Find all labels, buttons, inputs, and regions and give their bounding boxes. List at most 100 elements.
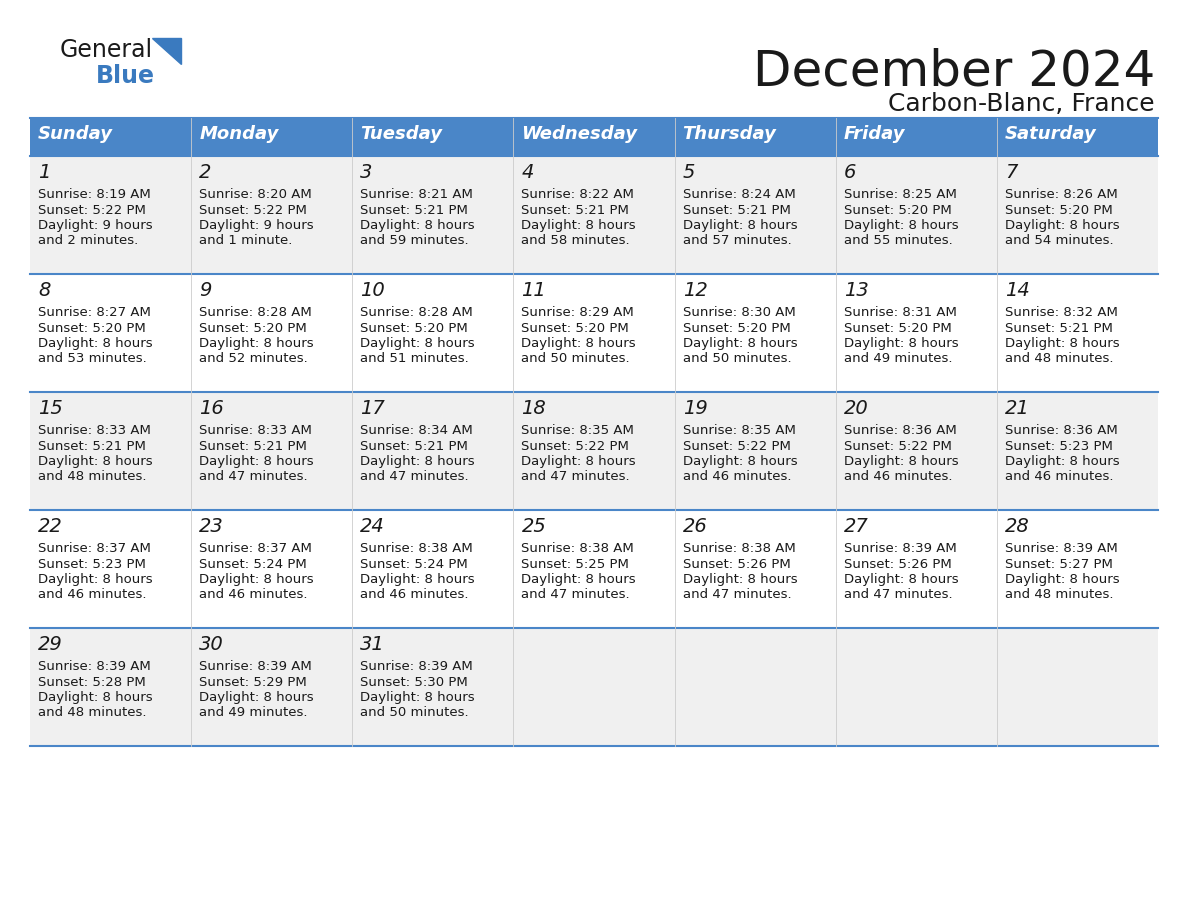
Bar bbox=[30, 392, 1158, 510]
Text: Sunset: 5:20 PM: Sunset: 5:20 PM bbox=[683, 321, 790, 334]
Text: 20: 20 bbox=[843, 399, 868, 418]
Text: and 49 minutes.: and 49 minutes. bbox=[843, 353, 953, 365]
Text: Sunrise: 8:36 AM: Sunrise: 8:36 AM bbox=[843, 424, 956, 437]
Text: Sunrise: 8:22 AM: Sunrise: 8:22 AM bbox=[522, 188, 634, 201]
Text: Sunset: 5:22 PM: Sunset: 5:22 PM bbox=[683, 440, 790, 453]
Text: and 46 minutes.: and 46 minutes. bbox=[360, 588, 469, 601]
Text: 26: 26 bbox=[683, 517, 707, 536]
Text: 27: 27 bbox=[843, 517, 868, 536]
Text: Sunrise: 8:38 AM: Sunrise: 8:38 AM bbox=[522, 542, 634, 555]
Text: Sunrise: 8:33 AM: Sunrise: 8:33 AM bbox=[38, 424, 151, 437]
Text: 1: 1 bbox=[38, 163, 50, 182]
Text: 12: 12 bbox=[683, 281, 707, 300]
Text: Blue: Blue bbox=[96, 64, 154, 88]
Text: 31: 31 bbox=[360, 635, 385, 654]
Text: Monday: Monday bbox=[200, 125, 278, 143]
Text: Daylight: 8 hours: Daylight: 8 hours bbox=[1005, 337, 1119, 350]
Text: and 48 minutes.: and 48 minutes. bbox=[1005, 588, 1113, 601]
Text: Sunrise: 8:26 AM: Sunrise: 8:26 AM bbox=[1005, 188, 1118, 201]
Text: Daylight: 8 hours: Daylight: 8 hours bbox=[38, 573, 152, 586]
Text: Sunset: 5:20 PM: Sunset: 5:20 PM bbox=[360, 321, 468, 334]
Text: Daylight: 8 hours: Daylight: 8 hours bbox=[1005, 219, 1119, 232]
Text: and 47 minutes.: and 47 minutes. bbox=[522, 588, 630, 601]
Text: Sunrise: 8:21 AM: Sunrise: 8:21 AM bbox=[360, 188, 473, 201]
Text: Sunrise: 8:35 AM: Sunrise: 8:35 AM bbox=[683, 424, 796, 437]
Text: Sunset: 5:30 PM: Sunset: 5:30 PM bbox=[360, 676, 468, 688]
Text: Sunset: 5:20 PM: Sunset: 5:20 PM bbox=[1005, 204, 1113, 217]
Text: Daylight: 8 hours: Daylight: 8 hours bbox=[683, 455, 797, 468]
Text: and 47 minutes.: and 47 minutes. bbox=[360, 471, 469, 484]
Text: 11: 11 bbox=[522, 281, 546, 300]
Text: Sunrise: 8:38 AM: Sunrise: 8:38 AM bbox=[683, 542, 795, 555]
Text: and 50 minutes.: and 50 minutes. bbox=[683, 353, 791, 365]
Text: Sunrise: 8:28 AM: Sunrise: 8:28 AM bbox=[200, 306, 312, 319]
Text: 5: 5 bbox=[683, 163, 695, 182]
Bar bbox=[30, 274, 1158, 392]
Text: and 51 minutes.: and 51 minutes. bbox=[360, 353, 469, 365]
Text: Daylight: 8 hours: Daylight: 8 hours bbox=[843, 219, 959, 232]
Text: Sunrise: 8:38 AM: Sunrise: 8:38 AM bbox=[360, 542, 473, 555]
Text: Sunset: 5:20 PM: Sunset: 5:20 PM bbox=[200, 321, 307, 334]
Text: Sunset: 5:23 PM: Sunset: 5:23 PM bbox=[1005, 440, 1113, 453]
Text: 2: 2 bbox=[200, 163, 211, 182]
Text: Daylight: 8 hours: Daylight: 8 hours bbox=[522, 573, 636, 586]
Text: Daylight: 8 hours: Daylight: 8 hours bbox=[683, 337, 797, 350]
Text: and 46 minutes.: and 46 minutes. bbox=[1005, 471, 1113, 484]
Text: Sunrise: 8:27 AM: Sunrise: 8:27 AM bbox=[38, 306, 151, 319]
Text: Daylight: 8 hours: Daylight: 8 hours bbox=[38, 337, 152, 350]
Text: Friday: Friday bbox=[843, 125, 905, 143]
Text: 22: 22 bbox=[38, 517, 63, 536]
Text: Sunrise: 8:39 AM: Sunrise: 8:39 AM bbox=[843, 542, 956, 555]
Text: Sunrise: 8:35 AM: Sunrise: 8:35 AM bbox=[522, 424, 634, 437]
Text: and 47 minutes.: and 47 minutes. bbox=[683, 588, 791, 601]
Text: and 59 minutes.: and 59 minutes. bbox=[360, 234, 469, 248]
Text: Daylight: 8 hours: Daylight: 8 hours bbox=[683, 573, 797, 586]
Text: Sunrise: 8:19 AM: Sunrise: 8:19 AM bbox=[38, 188, 151, 201]
Bar bbox=[30, 628, 1158, 746]
Text: and 50 minutes.: and 50 minutes. bbox=[360, 707, 469, 720]
Text: Daylight: 8 hours: Daylight: 8 hours bbox=[360, 219, 475, 232]
Text: 23: 23 bbox=[200, 517, 223, 536]
Text: 17: 17 bbox=[360, 399, 385, 418]
Text: Daylight: 8 hours: Daylight: 8 hours bbox=[522, 337, 636, 350]
Text: and 47 minutes.: and 47 minutes. bbox=[522, 471, 630, 484]
Text: Sunset: 5:26 PM: Sunset: 5:26 PM bbox=[843, 557, 952, 570]
Text: Sunset: 5:21 PM: Sunset: 5:21 PM bbox=[360, 440, 468, 453]
Text: Sunset: 5:20 PM: Sunset: 5:20 PM bbox=[38, 321, 146, 334]
Text: 14: 14 bbox=[1005, 281, 1030, 300]
Text: Daylight: 9 hours: Daylight: 9 hours bbox=[200, 219, 314, 232]
Text: and 48 minutes.: and 48 minutes. bbox=[38, 707, 146, 720]
Text: Sunrise: 8:25 AM: Sunrise: 8:25 AM bbox=[843, 188, 956, 201]
Text: Daylight: 8 hours: Daylight: 8 hours bbox=[522, 219, 636, 232]
Text: 16: 16 bbox=[200, 399, 223, 418]
Text: Sunset: 5:24 PM: Sunset: 5:24 PM bbox=[200, 557, 307, 570]
Text: Sunset: 5:20 PM: Sunset: 5:20 PM bbox=[522, 321, 630, 334]
Text: Sunset: 5:27 PM: Sunset: 5:27 PM bbox=[1005, 557, 1113, 570]
Text: Daylight: 8 hours: Daylight: 8 hours bbox=[360, 573, 475, 586]
Text: Sunset: 5:21 PM: Sunset: 5:21 PM bbox=[522, 204, 630, 217]
Text: Sunset: 5:24 PM: Sunset: 5:24 PM bbox=[360, 557, 468, 570]
Text: Sunrise: 8:24 AM: Sunrise: 8:24 AM bbox=[683, 188, 795, 201]
Text: and 57 minutes.: and 57 minutes. bbox=[683, 234, 791, 248]
Text: Sunrise: 8:39 AM: Sunrise: 8:39 AM bbox=[200, 660, 312, 673]
Text: and 46 minutes.: and 46 minutes. bbox=[843, 471, 953, 484]
Text: 9: 9 bbox=[200, 281, 211, 300]
Text: Sunrise: 8:34 AM: Sunrise: 8:34 AM bbox=[360, 424, 473, 437]
Text: and 47 minutes.: and 47 minutes. bbox=[843, 588, 953, 601]
Text: Sunset: 5:21 PM: Sunset: 5:21 PM bbox=[360, 204, 468, 217]
Text: and 46 minutes.: and 46 minutes. bbox=[200, 588, 308, 601]
Text: Daylight: 8 hours: Daylight: 8 hours bbox=[38, 691, 152, 704]
Text: Sunrise: 8:39 AM: Sunrise: 8:39 AM bbox=[360, 660, 473, 673]
Text: Sunset: 5:22 PM: Sunset: 5:22 PM bbox=[200, 204, 307, 217]
Text: Sunrise: 8:30 AM: Sunrise: 8:30 AM bbox=[683, 306, 795, 319]
Text: Sunset: 5:28 PM: Sunset: 5:28 PM bbox=[38, 676, 146, 688]
Text: Sunset: 5:20 PM: Sunset: 5:20 PM bbox=[843, 204, 952, 217]
Text: Sunrise: 8:32 AM: Sunrise: 8:32 AM bbox=[1005, 306, 1118, 319]
Text: and 1 minute.: and 1 minute. bbox=[200, 234, 292, 248]
Text: Sunset: 5:26 PM: Sunset: 5:26 PM bbox=[683, 557, 790, 570]
Text: Sunrise: 8:29 AM: Sunrise: 8:29 AM bbox=[522, 306, 634, 319]
Text: Sunset: 5:21 PM: Sunset: 5:21 PM bbox=[1005, 321, 1113, 334]
Text: 8: 8 bbox=[38, 281, 50, 300]
Text: Daylight: 8 hours: Daylight: 8 hours bbox=[200, 337, 314, 350]
Text: Saturday: Saturday bbox=[1005, 125, 1097, 143]
